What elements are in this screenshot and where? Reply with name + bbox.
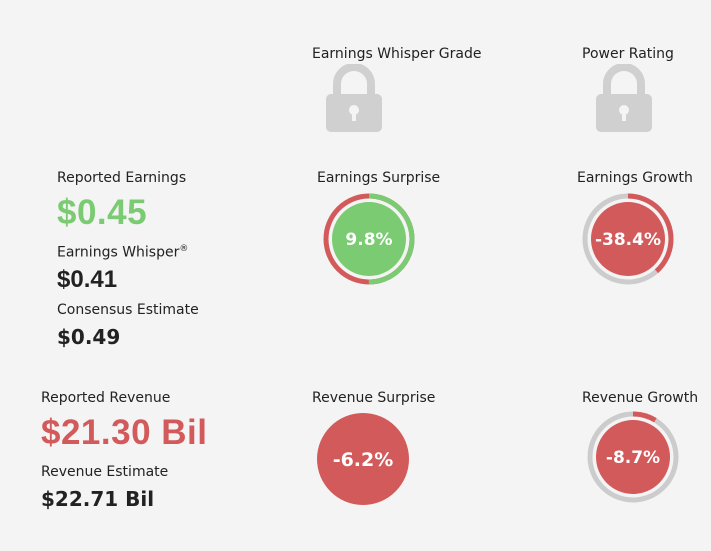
earnings-surprise-value: 9.8% <box>345 230 392 250</box>
earnings-growth-arc <box>582 193 674 285</box>
power-rating-label: Power Rating <box>582 46 674 62</box>
revenue-surprise-gauge: -6.2% <box>317 413 409 505</box>
consensus-estimate-value: $0.49 <box>57 325 121 349</box>
revenue-growth-label: Revenue Growth <box>582 390 699 406</box>
registered-mark: ® <box>179 244 189 254</box>
earnings-whisper-value: $0.41 <box>57 266 118 293</box>
revenue-estimate-label: Revenue Estimate <box>41 464 169 480</box>
reported-earnings-label: Reported Earnings <box>57 170 187 186</box>
reported-revenue-value: $21.30 Bil <box>41 413 208 452</box>
whisper-grade-label: Earnings Whisper Grade <box>312 46 482 62</box>
revenue-surprise-value: -6.2% <box>333 449 394 471</box>
revenue-surprise-label: Revenue Surprise <box>312 390 436 406</box>
revenue-growth-value: -8.7% <box>606 448 660 468</box>
reported-earnings-value: $0.45 <box>57 193 148 232</box>
revenue-growth-gauge: -8.7% <box>587 411 679 503</box>
reported-revenue-label: Reported Revenue <box>41 390 171 406</box>
earnings-surprise-gauge: 9.8% <box>323 193 415 285</box>
earnings-growth-value: -38.4% <box>595 230 661 250</box>
lock-icon <box>596 64 652 132</box>
earnings-growth-gauge: -38.4% <box>582 193 674 285</box>
revenue-estimate-value: $22.71 Bil <box>41 487 155 511</box>
revenue-growth-arc <box>587 411 679 503</box>
earnings-surprise-arc <box>323 193 415 285</box>
earnings-whisper-label: Earnings Whisper® <box>57 244 189 261</box>
earnings-growth-label: Earnings Growth <box>577 170 693 186</box>
consensus-estimate-label: Consensus Estimate <box>57 302 199 318</box>
earnings-surprise-label: Earnings Surprise <box>317 170 441 186</box>
lock-icon <box>326 64 382 132</box>
